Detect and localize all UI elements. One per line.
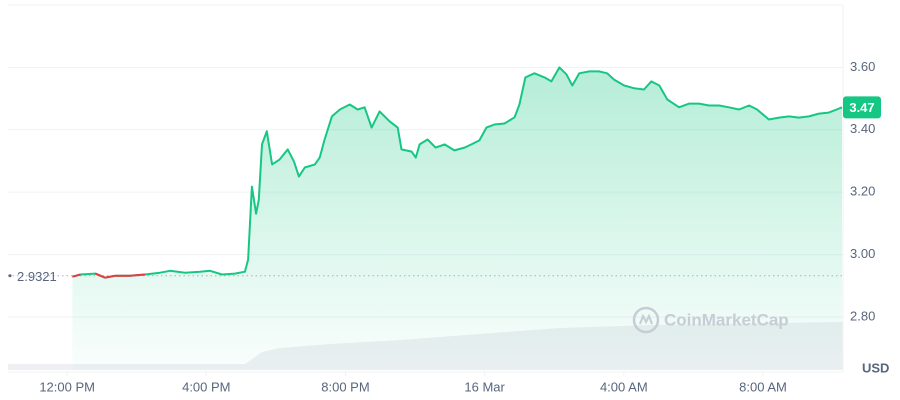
- down-segment: [104, 274, 116, 279]
- x-tick-label: 4:00 PM: [182, 379, 230, 394]
- y-tick-label: 3.20: [850, 184, 875, 199]
- x-tick-label: 12:00 PM: [39, 379, 95, 394]
- y-tick-label: 3.40: [850, 121, 875, 136]
- down-segment: [130, 273, 146, 277]
- y-tick-label: 2.80: [850, 308, 875, 323]
- price-line: [72, 66, 843, 279]
- down-segment: [94, 272, 106, 279]
- last-price-label: 3.47: [849, 100, 874, 115]
- open-dot: [8, 274, 12, 278]
- y-unit: USD: [862, 360, 889, 375]
- last-price-badge: [843, 96, 881, 119]
- x-tick-label: 8:00 AM: [739, 379, 787, 394]
- price-area: [72, 67, 843, 371]
- x-tick-label: 4:00 AM: [600, 379, 648, 394]
- watermark-text: CoinMarketCap: [664, 310, 789, 329]
- open-price-label: 2.9321: [17, 269, 57, 284]
- y-tick-label: 3.60: [850, 59, 875, 74]
- down-segment: [72, 273, 81, 278]
- x-tick-label: 8:00 PM: [321, 379, 369, 394]
- y-tick-label: 3.00: [850, 246, 875, 261]
- x-tick-label: 16 Mar: [464, 379, 505, 394]
- watermark: CoinMarketCap: [632, 306, 789, 334]
